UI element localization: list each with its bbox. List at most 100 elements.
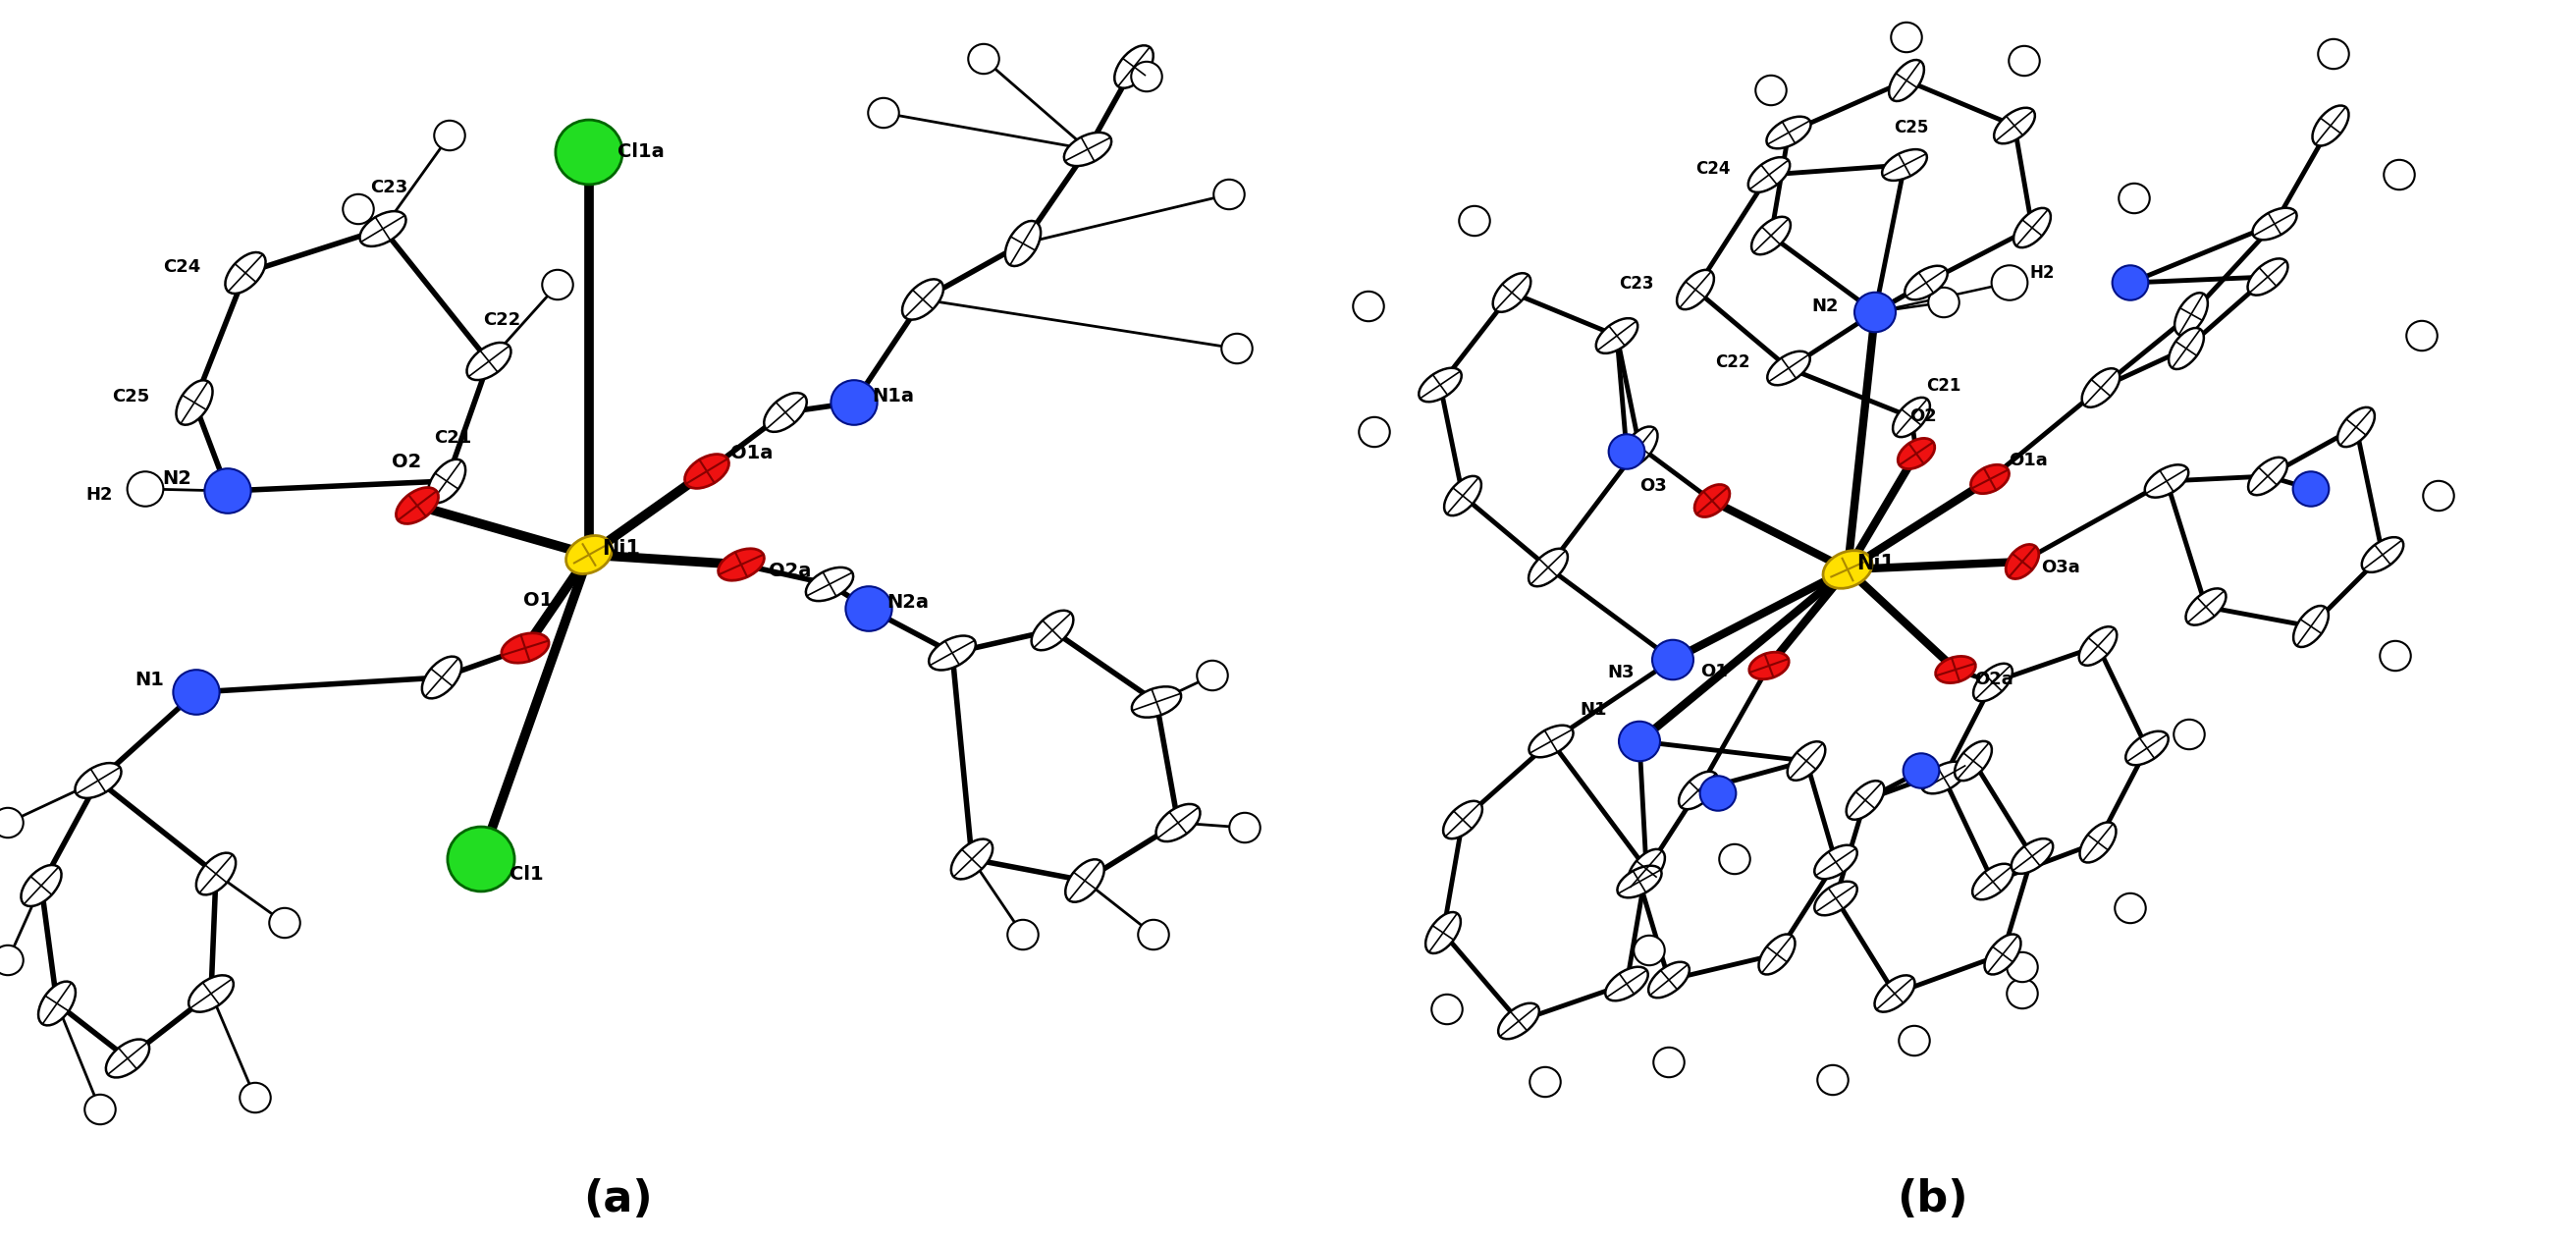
Ellipse shape xyxy=(1904,266,1947,300)
Circle shape xyxy=(2380,641,2411,671)
Text: N2a: N2a xyxy=(886,593,927,612)
Ellipse shape xyxy=(1528,548,1569,587)
Circle shape xyxy=(2007,978,2038,1008)
Ellipse shape xyxy=(1749,653,1788,679)
Ellipse shape xyxy=(806,567,853,600)
Ellipse shape xyxy=(719,548,765,580)
Ellipse shape xyxy=(1935,656,1976,682)
Ellipse shape xyxy=(1984,935,2020,975)
Circle shape xyxy=(126,471,162,506)
Ellipse shape xyxy=(422,656,461,699)
Circle shape xyxy=(2318,39,2349,68)
Circle shape xyxy=(1757,76,1788,106)
Circle shape xyxy=(832,380,878,425)
Ellipse shape xyxy=(2014,208,2050,247)
Circle shape xyxy=(1530,1066,1561,1096)
Ellipse shape xyxy=(1847,781,1883,819)
Ellipse shape xyxy=(1767,117,1811,148)
Text: N3: N3 xyxy=(1607,664,1633,681)
Ellipse shape xyxy=(2362,537,2403,572)
Ellipse shape xyxy=(1973,664,2012,701)
Text: O2a: O2a xyxy=(768,562,811,580)
Circle shape xyxy=(1904,753,1940,788)
Ellipse shape xyxy=(765,393,806,431)
Circle shape xyxy=(1654,1048,1685,1078)
Text: C23: C23 xyxy=(1620,275,1654,292)
Ellipse shape xyxy=(1893,398,1929,438)
Ellipse shape xyxy=(1494,273,1530,312)
Ellipse shape xyxy=(2336,408,2375,447)
Circle shape xyxy=(2174,720,2205,750)
Ellipse shape xyxy=(1005,221,1041,266)
Ellipse shape xyxy=(2169,328,2205,369)
Circle shape xyxy=(2120,184,2151,214)
Text: C24: C24 xyxy=(1695,159,1731,178)
Ellipse shape xyxy=(39,982,75,1025)
Ellipse shape xyxy=(361,211,407,246)
Circle shape xyxy=(1651,640,1692,680)
Ellipse shape xyxy=(2079,823,2115,863)
Ellipse shape xyxy=(1618,865,1662,897)
Ellipse shape xyxy=(1499,1003,1540,1039)
Circle shape xyxy=(1139,920,1170,950)
Circle shape xyxy=(2115,894,2146,924)
Circle shape xyxy=(1991,265,2027,300)
Circle shape xyxy=(1929,287,1960,317)
Text: C25: C25 xyxy=(1893,119,1929,137)
Ellipse shape xyxy=(188,976,234,1012)
Ellipse shape xyxy=(685,454,729,488)
Text: C25: C25 xyxy=(111,388,149,405)
Ellipse shape xyxy=(2079,626,2117,665)
Ellipse shape xyxy=(1445,476,1481,516)
Text: O1: O1 xyxy=(1700,663,1728,681)
Text: O3: O3 xyxy=(1641,477,1667,495)
Circle shape xyxy=(1718,844,1749,874)
Text: O2: O2 xyxy=(392,452,422,471)
Text: O2: O2 xyxy=(1909,408,1937,425)
Ellipse shape xyxy=(397,487,438,523)
Ellipse shape xyxy=(951,839,992,879)
Text: (b): (b) xyxy=(1896,1178,1968,1221)
Circle shape xyxy=(2424,481,2455,511)
Circle shape xyxy=(1891,22,1922,52)
Ellipse shape xyxy=(1649,962,1690,998)
Circle shape xyxy=(845,587,891,631)
Circle shape xyxy=(1432,994,1463,1024)
Ellipse shape xyxy=(466,343,510,380)
Ellipse shape xyxy=(567,536,613,574)
Text: O1a: O1a xyxy=(732,444,773,462)
Ellipse shape xyxy=(1752,216,1790,255)
Ellipse shape xyxy=(428,459,466,503)
Ellipse shape xyxy=(1695,485,1728,517)
Circle shape xyxy=(1131,62,1162,92)
Text: H2: H2 xyxy=(2030,264,2053,282)
Ellipse shape xyxy=(1443,800,1481,839)
Circle shape xyxy=(1607,434,1643,469)
Ellipse shape xyxy=(1899,439,1935,469)
Circle shape xyxy=(448,827,515,891)
Ellipse shape xyxy=(1973,864,2014,900)
Circle shape xyxy=(2007,952,2038,982)
Text: O1a: O1a xyxy=(2009,451,2048,470)
Ellipse shape xyxy=(1620,426,1656,467)
Text: Ni1: Ni1 xyxy=(1857,553,1896,573)
Ellipse shape xyxy=(1749,157,1790,193)
Circle shape xyxy=(1198,660,1229,690)
Text: N1: N1 xyxy=(134,670,165,689)
Text: N2: N2 xyxy=(162,469,191,487)
Ellipse shape xyxy=(930,635,976,670)
Text: C21: C21 xyxy=(435,429,471,446)
Ellipse shape xyxy=(902,280,943,319)
Ellipse shape xyxy=(1157,804,1200,842)
Circle shape xyxy=(1360,418,1391,447)
Circle shape xyxy=(2009,46,2040,76)
Ellipse shape xyxy=(1628,849,1664,889)
Ellipse shape xyxy=(106,1039,149,1078)
Text: C22: C22 xyxy=(482,312,520,329)
Ellipse shape xyxy=(1824,551,1873,588)
Circle shape xyxy=(1633,936,1664,966)
Circle shape xyxy=(1700,776,1736,810)
Ellipse shape xyxy=(2249,259,2287,295)
Text: H2: H2 xyxy=(85,486,113,503)
Ellipse shape xyxy=(1814,881,1857,915)
